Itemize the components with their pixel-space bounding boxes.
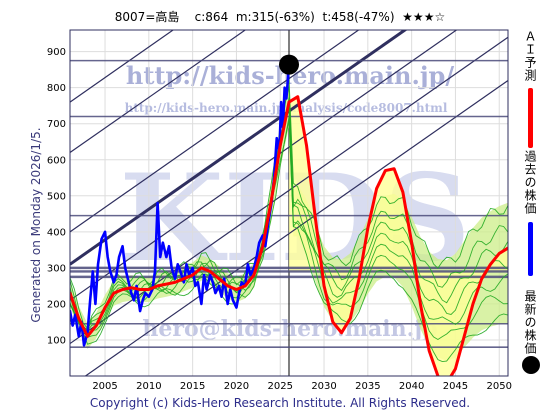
- legend-ai-swatch: [528, 88, 533, 148]
- plot-frame: [69, 29, 509, 377]
- x-tick-label: 2025: [268, 381, 293, 392]
- past-price-line: [70, 63, 291, 347]
- rating-stars: ★★★☆: [402, 10, 446, 24]
- stock-code-name: 8007=高島: [114, 10, 180, 24]
- series-layer: [70, 63, 508, 376]
- y-tick-label: 200: [47, 299, 66, 310]
- y-tick-label: 900: [47, 47, 66, 58]
- generated-date-text: Generated on Monday 2026/1/5.: [29, 127, 43, 323]
- x-tick-label: 2005: [92, 381, 117, 392]
- y-tick-label: 700: [47, 119, 66, 130]
- legend-past-swatch: [528, 222, 533, 276]
- trend-channel-line: [70, 30, 458, 301]
- y-tick-label: 800: [47, 83, 66, 94]
- y-tick-label: 100: [47, 335, 66, 346]
- y-tick-label: 300: [47, 263, 66, 274]
- trend-channel-line: [70, 30, 247, 154]
- watermark-email: hero@kids-hero.main.jp: [142, 316, 437, 342]
- legend-past-label: 過去の株価: [523, 150, 537, 215]
- legend-latest-dot: [522, 356, 540, 374]
- current-marker-layer: [279, 54, 299, 75]
- band-fill-layer: [70, 77, 508, 376]
- x-tick-label: 2040: [399, 381, 424, 392]
- trend-channel-line: [84, 79, 508, 376]
- legend-ai-forecast: ＡＩ予測: [522, 30, 540, 148]
- copyright-footer: Copyright (c) Kids-Hero Research Institu…: [89, 396, 471, 410]
- min-price: m:315(-63%): [235, 10, 315, 24]
- y-tick-label: 600: [47, 155, 66, 166]
- chart-title: 8007=高島 c:864 m:315(-63%) t:458(-47%) ★★…: [0, 8, 560, 25]
- legend-latest-price: 最新の株価: [522, 290, 540, 374]
- x-tick-label: 2020: [224, 381, 249, 392]
- deviation-fill: [289, 96, 508, 376]
- x-tick-label: 2045: [443, 381, 468, 392]
- trend-channel-line: [70, 30, 175, 103]
- current-price: c:864: [194, 10, 229, 24]
- legend-latest-label: 最新の株価: [523, 290, 537, 355]
- current-price-marker: [279, 54, 299, 75]
- axis-layer: 2005 2010 2015 2020 2025 2030 2035 2040 2045 2050…: [47, 47, 512, 392]
- x-tick-label: 2010: [136, 381, 161, 392]
- trend-channel-line: [70, 36, 508, 345]
- x-tick-label: 2050: [487, 381, 512, 392]
- legend-past-price: 過去の株価: [522, 150, 540, 276]
- target-price: t:458(-47%): [322, 10, 395, 24]
- ai-forecast-line: [70, 95, 508, 376]
- x-tick-label: 2030: [311, 381, 336, 392]
- y-tick-label: 400: [47, 227, 66, 238]
- x-tick-label: 2015: [180, 381, 205, 392]
- legend-ai-label: ＡＩ予測: [523, 30, 537, 82]
- y-tick-label: 500: [47, 191, 66, 202]
- ensemble-band: [70, 77, 508, 362]
- x-tick-label: 2035: [355, 381, 380, 392]
